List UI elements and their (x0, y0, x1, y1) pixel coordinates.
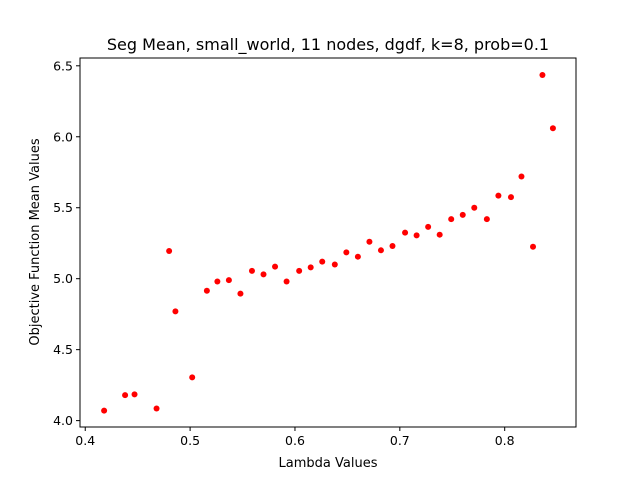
data-point-34 (518, 173, 525, 180)
chart-title: Seg Mean, small_world, 11 nodes, dgdf, k… (107, 35, 549, 55)
x-tick-label-2: 0.6 (285, 433, 305, 448)
data-point-7 (203, 287, 210, 294)
y-tick-label-4: 6.0 (53, 129, 73, 144)
data-point-25 (413, 232, 420, 239)
data-point-28 (448, 216, 455, 223)
data-point-37 (549, 125, 556, 132)
data-point-31 (483, 216, 490, 223)
data-point-36 (539, 72, 546, 79)
data-point-32 (495, 192, 502, 199)
data-point-30 (471, 204, 478, 211)
points-layer (101, 72, 556, 414)
data-point-22 (377, 247, 384, 254)
data-point-12 (260, 271, 267, 278)
y-axis: 4.0 4.5 5.0 5.5 6.0 6.5 (53, 58, 80, 428)
data-point-24 (402, 229, 409, 236)
data-point-23 (389, 243, 396, 250)
data-point-6 (189, 374, 196, 381)
data-point-19 (343, 249, 350, 256)
y-tick-label-1: 4.5 (53, 342, 73, 357)
data-point-15 (296, 267, 303, 274)
data-point-20 (354, 253, 361, 260)
data-point-5 (172, 308, 179, 315)
data-point-26 (425, 223, 432, 230)
x-tick-label-4: 0.8 (495, 433, 515, 448)
data-point-10 (237, 290, 244, 297)
data-point-2 (131, 391, 138, 398)
data-point-0 (101, 407, 108, 414)
y-tick-label-5: 6.5 (53, 58, 73, 73)
y-tick-label-0: 4.0 (53, 413, 73, 428)
data-point-35 (530, 243, 537, 250)
data-point-1 (122, 392, 129, 399)
data-point-8 (214, 278, 221, 285)
x-axis-label: Lambda Values (279, 456, 378, 471)
x-tick-label-1: 0.5 (180, 433, 200, 448)
data-point-27 (436, 231, 443, 238)
data-point-9 (225, 277, 232, 284)
data-point-11 (248, 267, 255, 274)
x-tick-label-0: 0.4 (75, 433, 95, 448)
data-point-16 (307, 264, 314, 271)
data-point-18 (331, 261, 338, 268)
x-axis: 0.4 0.5 0.6 0.7 0.8 (75, 427, 515, 448)
y-axis-label: Objective Function Mean Values (28, 138, 43, 345)
data-point-14 (283, 278, 290, 285)
y-tick-label-2: 5.0 (53, 271, 73, 286)
data-point-4 (166, 248, 173, 255)
data-point-13 (272, 263, 279, 270)
data-point-29 (459, 211, 466, 218)
data-point-21 (366, 238, 373, 245)
x-tick-label-3: 0.7 (390, 433, 410, 448)
data-point-17 (319, 258, 326, 265)
plot-frame (79, 57, 577, 428)
data-point-33 (507, 194, 514, 201)
data-point-3 (153, 405, 160, 412)
y-tick-label-3: 5.5 (53, 200, 73, 215)
